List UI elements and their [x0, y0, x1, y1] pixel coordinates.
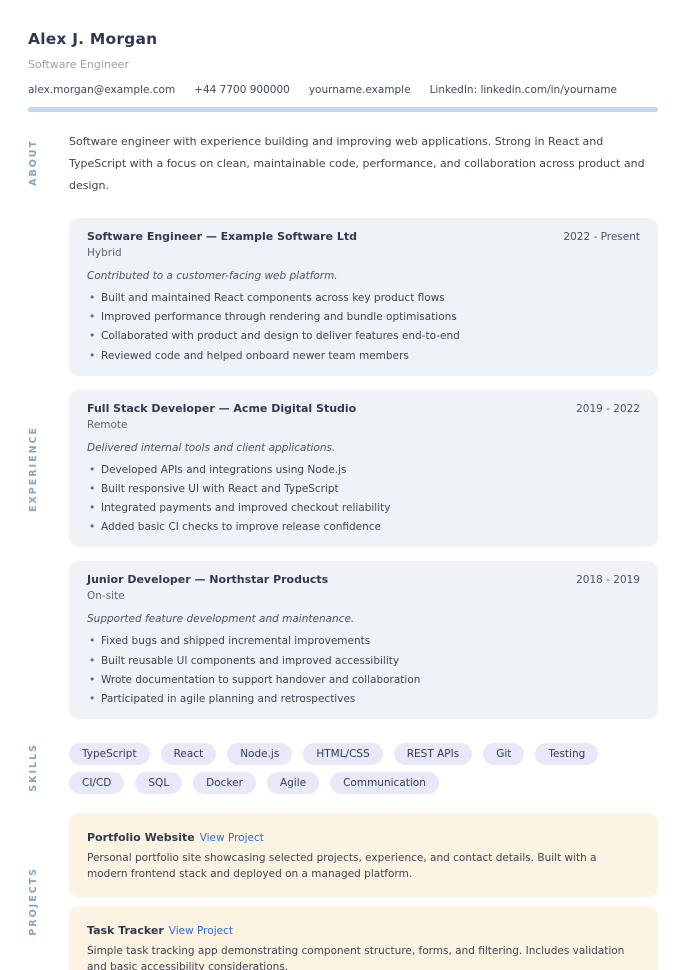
project-card-1: Task Tracker View Project Simple task trac… — [69, 905, 658, 970]
person-name: Alex J. Morgan — [28, 30, 158, 48]
skill-chip: HTML/CSS — [303, 743, 383, 766]
job-dates: 2022 - Present — [563, 231, 640, 243]
job-summary: Contributed to a customer-facing web pla… — [87, 270, 338, 282]
section-skills: SKILLS TypeScript React Node.js HTML/CSS RES… — [28, 741, 658, 795]
contact-row: alex.morgan@example.com +44 7700 900000 yo… — [28, 84, 658, 96]
job-head: Software Engineer — Example Software Ltd… — [87, 230, 640, 243]
section-label-projects: PROJECTS — [28, 866, 39, 936]
skill-chip: REST APIs — [393, 743, 473, 766]
header-divider — [28, 107, 658, 112]
job-summary: Supported feature development and mainte… — [87, 613, 355, 626]
experience-list: Software Engineer — Example Software Ltd… — [69, 218, 658, 720]
projects-list: Portfolio Website View Project Personal po… — [69, 813, 658, 970]
projects-gutter: PROJECTS — [28, 813, 69, 970]
job-head: Junior Developer — Northstar Products 201… — [87, 573, 640, 586]
skill-chip: Docker — [193, 772, 256, 795]
skill-chip: React — [160, 743, 217, 766]
job-summary: Delivered internal tools and client appl… — [87, 441, 336, 454]
job-bullet: Fixed bugs and shipped incremental impro… — [87, 634, 640, 648]
about-text: Software engineer with experience buildi… — [69, 135, 645, 192]
job-bullet: Built responsive UI with React and TypeS… — [87, 482, 640, 496]
contact-item-2: yourname.example — [308, 84, 411, 96]
job-bullet: Built and maintained React components ac… — [87, 291, 640, 305]
skill-chip: TypeScript — [69, 743, 150, 766]
project-name: Portfolio Website — [87, 831, 195, 845]
job-bullet: Built reusable UI components and improve… — [87, 654, 640, 668]
job-location: On-site — [87, 590, 125, 603]
project-description: Personal portfolio site showcasing selec… — [87, 852, 597, 881]
project-head: Task Tracker View Project — [87, 919, 640, 938]
project-view-link[interactable]: View Project — [199, 832, 264, 845]
skill-chip: Agile — [266, 772, 320, 795]
job-location: Remote — [87, 418, 128, 431]
skill-chip: CI/CD — [69, 772, 125, 795]
contact-item-3: LinkedIn: linkedin.com/in/yourname — [429, 84, 617, 96]
contact-item-1: +44 7700 900000 — [194, 84, 290, 96]
skills-list: TypeScript React Node.js HTML/CSS REST APIs G… — [69, 741, 658, 795]
person-job-title: Software Engineer — [28, 58, 129, 71]
project-view-link[interactable]: View Project — [168, 924, 233, 937]
project-description: Simple task tracking app demonstrating c… — [87, 944, 625, 970]
experience-card-2: Junior Developer — Northstar Products 201… — [69, 561, 658, 720]
job-bullet-list: Built and maintained React components ac… — [87, 291, 640, 363]
job-bullet: Integrated payments and improved checkou… — [87, 501, 640, 515]
job-bullet-list: Fixed bugs and shipped incremental impro… — [87, 634, 640, 706]
job-title: Software Engineer — Example Software Ltd — [87, 230, 358, 243]
job-title: Full Stack Developer — Acme Digital Stud… — [87, 401, 357, 415]
job-bullet: Collaborated with product and design to … — [87, 329, 640, 343]
project-name: Task Tracker — [87, 923, 164, 937]
job-head: Full Stack Developer — Acme Digital Stud… — [87, 402, 640, 415]
skill-chip: Testing — [535, 743, 599, 766]
skill-chip: Git — [483, 743, 525, 766]
job-bullet: Wrote documentation to support handover … — [87, 673, 640, 687]
experience-card-0: Software Engineer — Example Software Ltd… — [69, 218, 658, 376]
header: Alex J. Morgan Software Engineer alex.mo… — [28, 30, 658, 112]
job-bullet: Developed APIs and integrations using No… — [87, 463, 640, 477]
about-gutter: ABOUT — [28, 127, 69, 197]
job-dates: 2019 - 2022 — [576, 402, 640, 415]
job-bullet: Participated in agile planning and retro… — [87, 692, 640, 706]
project-head: Portfolio Website View Project — [87, 826, 640, 845]
section-projects: PROJECTS Portfolio Website View Project Pe… — [28, 813, 658, 970]
contact-item-0: alex.morgan@example.com — [28, 84, 176, 96]
job-bullet: Added basic CI checks to improve release… — [87, 520, 640, 534]
job-bullet: Reviewed code and helped onboard newer t… — [87, 349, 640, 363]
skill-chip: SQL — [135, 772, 183, 795]
section-experience: EXPERIENCE Software Engineer — Example S… — [28, 218, 658, 720]
job-location: Hybrid — [87, 247, 122, 259]
skills-gutter: SKILLS — [28, 741, 69, 794]
job-bullet-list: Developed APIs and integrations using No… — [87, 463, 640, 535]
job-bullet: Improved performance through rendering a… — [87, 310, 640, 324]
section-label-about: ABOUT — [28, 138, 39, 186]
project-card-0: Portfolio Website View Project Personal po… — [69, 813, 658, 897]
experience-gutter: EXPERIENCE — [28, 218, 69, 719]
experience-card-1: Full Stack Developer — Acme Digital Stud… — [69, 389, 658, 548]
section-about: ABOUT Software engineer with experience … — [28, 127, 658, 197]
skill-chip: Node.js — [227, 743, 293, 766]
job-title: Junior Developer — Northstar Products — [87, 573, 329, 587]
skill-chip: Communication — [330, 772, 439, 795]
job-dates: 2018 - 2019 — [576, 574, 640, 587]
section-label-experience: EXPERIENCE — [28, 425, 39, 512]
section-label-skills: SKILLS — [28, 743, 39, 792]
